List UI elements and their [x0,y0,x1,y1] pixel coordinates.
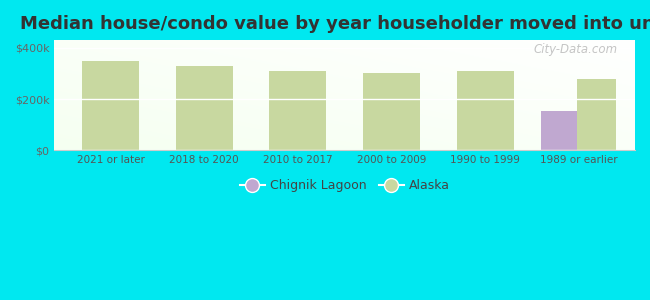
Bar [577,79,616,150]
Bar [270,71,326,150]
Legend: Chignik Lagoon, Alaska: Chignik Lagoon, Alaska [235,174,455,197]
Text: City-Data.com: City-Data.com [534,44,618,56]
Bar [541,111,580,150]
Bar [82,61,139,150]
Bar [363,73,420,150]
Bar [457,71,514,150]
Title: Median house/condo value by year householder moved into unit: Median house/condo value by year househo… [20,15,650,33]
Bar [176,66,233,150]
